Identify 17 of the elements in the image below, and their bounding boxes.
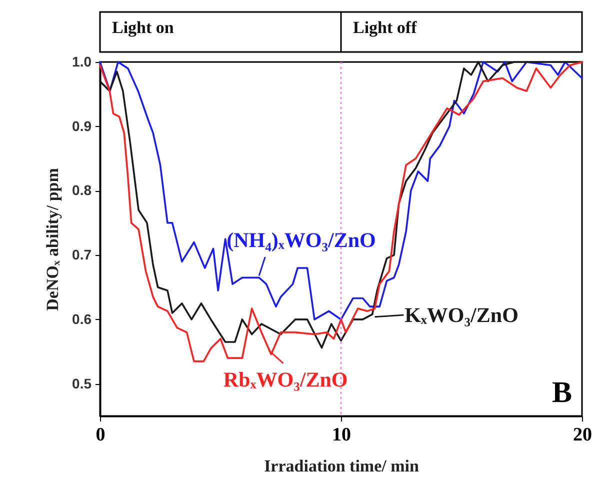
x-tick-label: 0: [96, 424, 106, 446]
series-label: (NH₄)ₓWO₃/ZnO: [226, 228, 376, 252]
x-tick-label: 10: [332, 424, 351, 446]
x-tick-label: 20: [573, 424, 592, 446]
legend-label: KₓWO₃/ZnO: [404, 303, 518, 328]
y-tick-label: 1.0: [72, 54, 92, 70]
text: Light on: [112, 18, 174, 37]
y-tick-label: 0.9: [72, 118, 92, 134]
y-axis-title: DeNOₓ ability/ ppm: [43, 168, 62, 311]
y-tick-label: 0.8: [72, 182, 92, 198]
annotation: B: [552, 376, 572, 409]
series-label: RbₓWO₃/ZnO: [223, 368, 348, 392]
y-tick-label: 0.6: [72, 310, 92, 327]
y-tick-label: 0.7: [72, 246, 92, 263]
text: Light off: [353, 18, 418, 37]
x-axis-title: Irradiation time/ min: [264, 456, 420, 476]
y-tick-label: 0.5: [72, 375, 92, 392]
